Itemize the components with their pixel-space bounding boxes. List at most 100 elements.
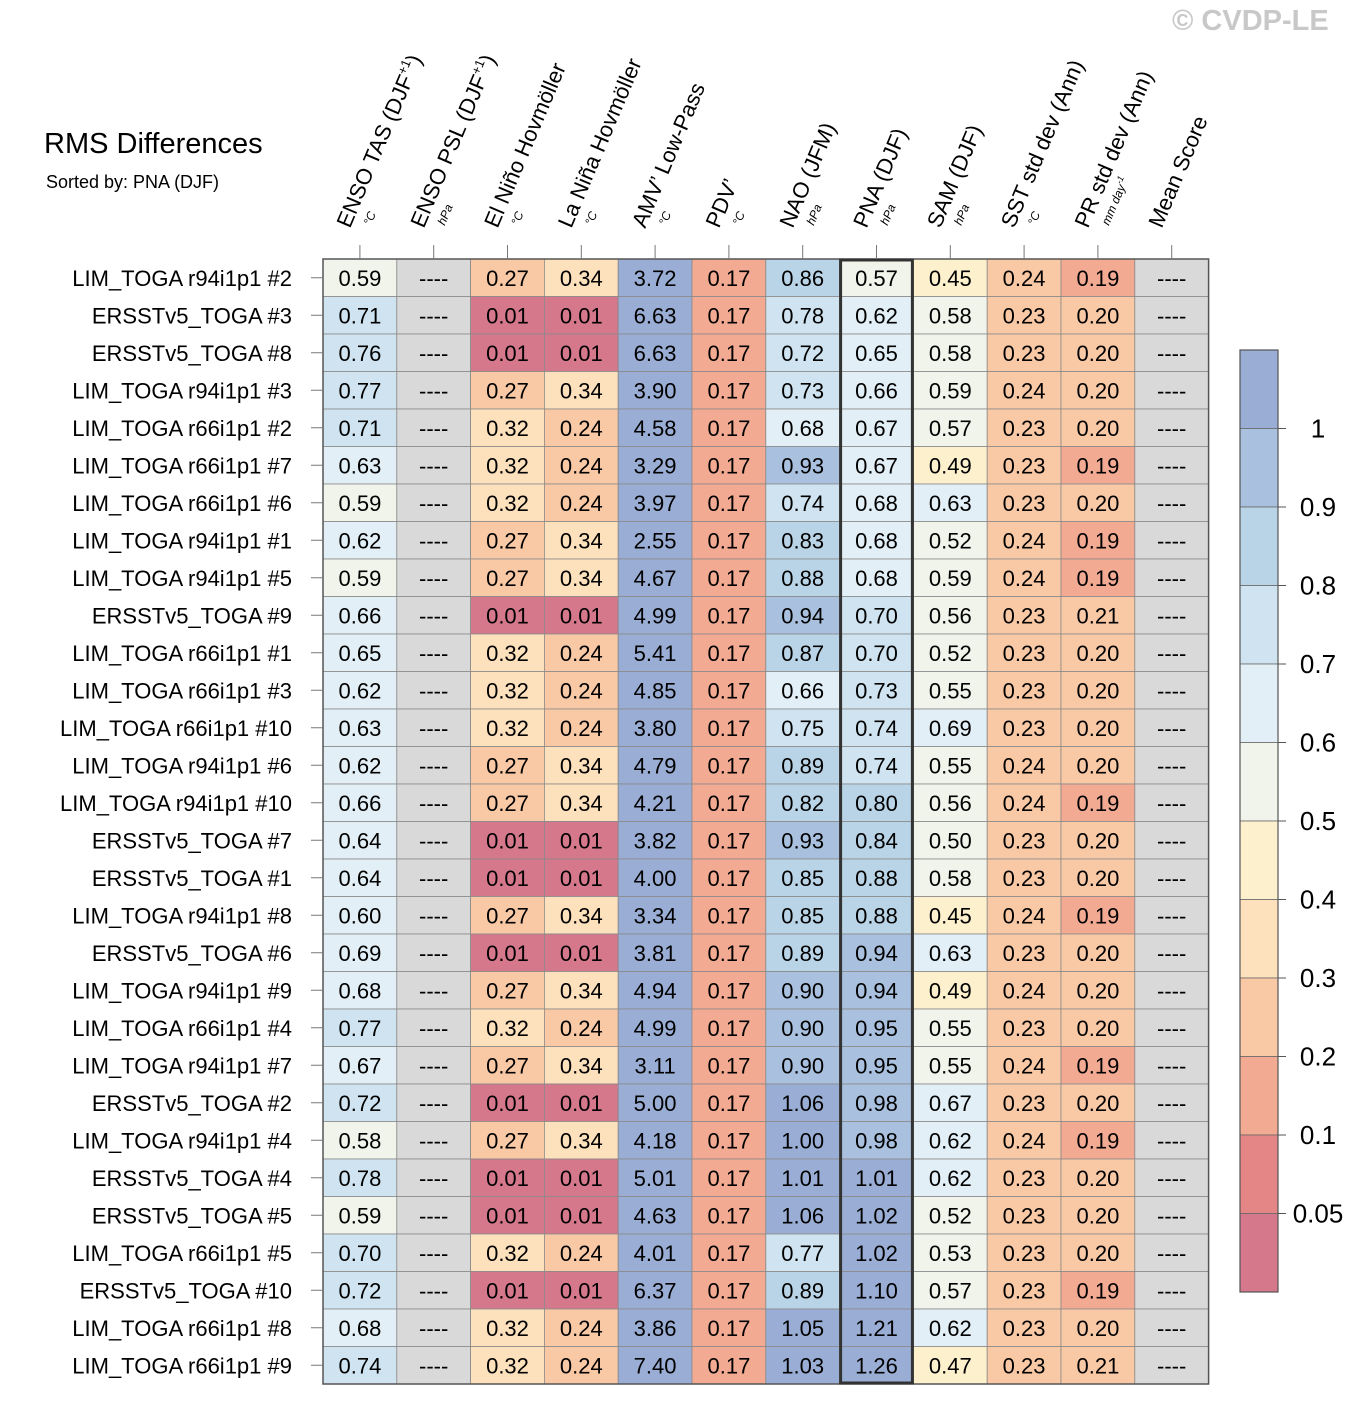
heatmap-cell xyxy=(986,858,1062,897)
heatmap-cell xyxy=(986,483,1062,522)
heatmap-cell xyxy=(1060,1308,1136,1347)
cell-value-label: 0.32 xyxy=(486,491,529,516)
cell-value-label: 0.01 xyxy=(486,341,529,366)
cell-value-label: 0.27 xyxy=(486,566,529,591)
cell-value-label: 0.58 xyxy=(929,303,972,328)
heatmap-cell xyxy=(544,783,619,822)
heatmap-cell xyxy=(322,1083,398,1122)
cell-value-label: 0.68 xyxy=(338,1316,381,1341)
heatmap-cell xyxy=(839,1271,914,1310)
cell-value-label: ---- xyxy=(1157,716,1186,741)
heatmap-cell xyxy=(544,858,619,897)
cell-value-label: 0.21 xyxy=(1076,1353,1119,1378)
cell-value-label: ---- xyxy=(419,791,448,816)
cell-value-label: 4.18 xyxy=(634,1128,677,1153)
cell-value-label: 0.56 xyxy=(929,603,972,628)
cell-value-label: 0.19 xyxy=(1076,1053,1119,1078)
heatmap-cell xyxy=(765,1046,840,1085)
heatmap-cell xyxy=(839,521,914,560)
cell-value-label: 0.74 xyxy=(855,753,898,778)
cell-value-label: ---- xyxy=(419,1353,448,1378)
heatmap-cell xyxy=(322,1308,398,1347)
heatmap-cell xyxy=(986,933,1062,972)
heatmap-cell xyxy=(396,1083,471,1122)
heatmap-cell xyxy=(1060,821,1136,860)
cell-value-label: 0.20 xyxy=(1076,978,1119,1003)
heatmap-cell xyxy=(470,633,545,672)
row-label: LIM_TOGA r66i1p1 #6 xyxy=(72,491,292,516)
cell-value-label: 5.01 xyxy=(634,1166,677,1191)
cell-value-label: 0.17 xyxy=(707,1053,750,1078)
cell-value-label: 6.63 xyxy=(634,303,677,328)
cell-value-label: 0.17 xyxy=(707,903,750,928)
heatmap-cell xyxy=(1060,1046,1136,1085)
heatmap-cell xyxy=(617,858,693,897)
row-label: LIM_TOGA r94i1p1 #9 xyxy=(72,978,292,1003)
row-label: ERSSTv5_TOGA #2 xyxy=(92,1091,292,1116)
heatmap-cell xyxy=(1060,783,1136,822)
heatmap-cell xyxy=(913,483,988,522)
cell-value-label: 3.90 xyxy=(634,378,677,403)
cell-value-label: 0.19 xyxy=(1076,1278,1119,1303)
column-unit: °C xyxy=(730,209,748,227)
cell-value-label: ---- xyxy=(419,1316,448,1341)
row-label: ERSSTv5_TOGA #1 xyxy=(92,866,292,891)
heatmap-cell xyxy=(617,1083,693,1122)
cell-value-label: 0.20 xyxy=(1076,1166,1119,1191)
heatmap-cell xyxy=(617,1121,693,1160)
cell-value-label: 0.17 xyxy=(707,1091,750,1116)
heatmap-cell xyxy=(691,408,767,447)
heatmap-cell xyxy=(913,1308,988,1347)
cell-value-label: 0.01 xyxy=(560,1203,603,1228)
cell-value-label: 0.24 xyxy=(560,1353,603,1378)
heatmap-cell xyxy=(322,1046,398,1085)
colorbar-swatch xyxy=(1239,506,1279,586)
heatmap-cell xyxy=(470,783,545,822)
cell-value-label: ---- xyxy=(1157,491,1186,516)
heatmap-cell xyxy=(913,296,988,335)
cell-value-label: 0.94 xyxy=(855,941,898,966)
heatmap-cell xyxy=(322,333,398,372)
cell-value-label: 0.86 xyxy=(781,266,824,291)
cell-value-label: ---- xyxy=(1157,603,1186,628)
cell-value-label: 0.20 xyxy=(1076,866,1119,891)
heatmap-cell xyxy=(544,558,619,597)
heatmap-cell xyxy=(986,1083,1062,1122)
heatmap-cell xyxy=(617,1346,693,1385)
cell-value-label: 0.19 xyxy=(1076,453,1119,478)
cell-value-label: 0.94 xyxy=(855,978,898,1003)
cell-value-label: 0.01 xyxy=(486,1091,529,1116)
heatmap-cell xyxy=(322,296,398,335)
cell-value-label: 0.98 xyxy=(855,1128,898,1153)
cell-value-label: 0.58 xyxy=(929,866,972,891)
cell-value-label: 0.23 xyxy=(1003,641,1046,666)
heatmap-cell xyxy=(986,1046,1062,1085)
cell-value-label: 0.74 xyxy=(781,491,824,516)
cell-value-label: 0.20 xyxy=(1076,753,1119,778)
heatmap-cell xyxy=(691,483,767,522)
cell-value-label: ---- xyxy=(419,1203,448,1228)
cell-value-label: 0.76 xyxy=(338,341,381,366)
cell-value-label: ---- xyxy=(1157,416,1186,441)
heatmap-cell xyxy=(1060,558,1136,597)
heatmap-cell xyxy=(839,446,914,485)
cell-value-label: 0.89 xyxy=(781,753,824,778)
cell-value-label: 1.06 xyxy=(781,1203,824,1228)
cell-value-label: 0.34 xyxy=(560,978,603,1003)
sorted-column-highlight xyxy=(839,258,914,1385)
cell-value-label: ---- xyxy=(419,416,448,441)
heatmap-cell xyxy=(396,1008,471,1047)
heatmap-cell xyxy=(986,1233,1062,1272)
cell-value-label: 4.85 xyxy=(634,678,677,703)
cell-value-label: 0.23 xyxy=(1003,491,1046,516)
heatmap-cell xyxy=(1134,633,1210,672)
cell-value-label: 0.17 xyxy=(707,266,750,291)
row-label: LIM_TOGA r94i1p1 #6 xyxy=(72,753,292,778)
cell-value-label: 0.53 xyxy=(929,1241,972,1266)
heatmap-cell xyxy=(1060,896,1136,935)
cell-value-label: ---- xyxy=(419,941,448,966)
cell-value-label: 0.27 xyxy=(486,903,529,928)
heatmap-cell xyxy=(1060,1158,1136,1197)
heatmap-cell xyxy=(470,708,545,747)
cell-value-label: 0.17 xyxy=(707,528,750,553)
